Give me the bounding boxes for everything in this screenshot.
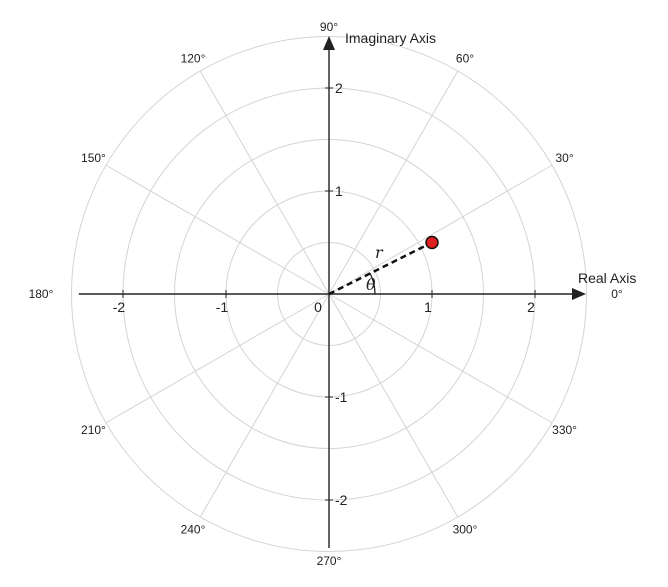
grid-spoke <box>328 293 459 518</box>
complex-point-marker <box>425 235 439 250</box>
angle-label-0: 0° <box>611 287 623 301</box>
y-tick-label: 2 <box>335 80 343 96</box>
imaginary-axis-title: Imaginary Axis <box>345 30 436 46</box>
grid-spoke <box>105 164 330 295</box>
angle-label-210: 210° <box>81 423 106 437</box>
angle-theta-label: θ <box>366 275 376 294</box>
angle-label-300: 300° <box>453 523 478 537</box>
axis-ticks: -2 -1 0 1 2 2 1 -1 -2 <box>113 80 536 508</box>
x-tick-label: 0 <box>314 299 322 315</box>
angle-labels: 0° 30° 60° 90° 120° 150° 180° 210° 240° 270° 300° 3… <box>29 20 623 568</box>
angle-arc <box>369 273 376 295</box>
grid-spoke <box>328 293 553 424</box>
grid-spoke <box>328 164 553 295</box>
grid-spoke <box>328 70 459 295</box>
grid-spoke <box>199 70 330 295</box>
y-tick-label: -2 <box>335 492 348 508</box>
polar-vector: r θ <box>328 235 439 296</box>
x-tick-label: 2 <box>527 299 535 315</box>
angle-label-30: 30° <box>555 151 573 165</box>
angle-label-240: 240° <box>181 523 206 537</box>
angle-label-90: 90° <box>320 20 338 34</box>
angle-label-270: 270° <box>317 554 342 568</box>
x-tick-label: -1 <box>216 299 229 315</box>
y-tick-label: 1 <box>335 183 343 199</box>
angle-label-330: 330° <box>552 423 577 437</box>
real-axis-title: Real Axis <box>578 270 636 286</box>
x-tick-label: -2 <box>113 299 126 315</box>
imaginary-axis-arrow-icon <box>323 36 335 50</box>
radius-vector-line <box>328 241 433 296</box>
angle-label-60: 60° <box>456 51 474 65</box>
angle-label-150: 150° <box>81 151 106 165</box>
real-axis-arrow-icon <box>572 288 586 300</box>
x-tick-label: 1 <box>424 299 432 315</box>
angle-label-120: 120° <box>181 51 206 65</box>
grid-spoke <box>199 293 330 518</box>
y-tick-label: -1 <box>335 389 348 405</box>
axes: Real Axis Imaginary Axis <box>78 30 636 548</box>
grid-spoke <box>105 293 330 424</box>
radius-label: r <box>375 243 384 262</box>
angle-label-180: 180° <box>29 287 54 301</box>
